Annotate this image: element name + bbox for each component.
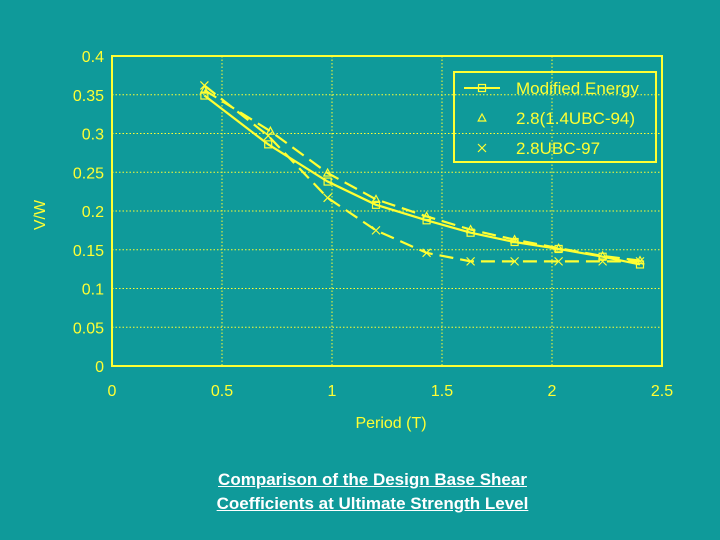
data-point xyxy=(554,244,563,254)
legend: Modified Energy 2.8(1.4UBC-94) 2.8UBC-97 xyxy=(453,71,657,163)
y-tick-label: 0.35 xyxy=(73,88,104,105)
y-tick-label: 0.3 xyxy=(82,127,104,144)
x-tick-label: 2.5 xyxy=(651,383,673,400)
data-point xyxy=(635,256,645,266)
legend-box xyxy=(453,71,657,163)
legend-marker xyxy=(477,112,487,122)
data-point xyxy=(371,194,381,203)
data-point xyxy=(323,193,333,203)
legend-marker xyxy=(477,83,487,93)
data-point xyxy=(598,256,608,266)
x-tick-label: 0.5 xyxy=(211,383,233,400)
data-point xyxy=(371,200,381,209)
y-tick-label: 0.4 xyxy=(82,49,104,66)
legend-item: 2.8(1.4UBC-94) xyxy=(477,109,635,128)
x-tick-label: 0 xyxy=(108,383,117,400)
data-point xyxy=(597,250,608,260)
series-3 xyxy=(199,81,645,266)
data-point xyxy=(323,177,332,186)
y-tick-label: 0.05 xyxy=(73,320,104,337)
x-tick-label: 2 xyxy=(548,383,557,400)
data-point xyxy=(509,234,520,244)
x-axis-label: Period (T) xyxy=(355,415,426,432)
data-point xyxy=(554,256,564,266)
data-point xyxy=(371,225,381,235)
caption-line-1: Comparison of the Design Base Shear xyxy=(218,470,527,489)
y-tick-label: 0.15 xyxy=(73,243,104,260)
data-point xyxy=(199,84,210,94)
data-point xyxy=(466,256,476,266)
legend-item: 2.8UBC-97 xyxy=(477,139,600,158)
series-line xyxy=(203,89,641,262)
legend-label: 2.8UBC-97 xyxy=(516,139,600,158)
y-tick-label: 0.1 xyxy=(82,282,104,299)
data-point xyxy=(322,167,333,177)
data-point xyxy=(465,224,476,234)
data-point xyxy=(510,256,520,266)
y-tick-label: 0.25 xyxy=(73,165,104,182)
data-point xyxy=(200,91,209,100)
legend-marker xyxy=(477,143,487,153)
x-tick-label: 1.5 xyxy=(431,383,453,400)
data-point xyxy=(263,131,273,141)
data-point xyxy=(553,242,564,252)
data-point xyxy=(264,140,273,149)
y-axis-label: V/W xyxy=(32,199,49,230)
data-point xyxy=(422,248,432,258)
y-tick-label: 0 xyxy=(95,359,104,376)
data-point xyxy=(421,211,432,221)
series-line xyxy=(203,94,641,266)
plot-frame xyxy=(111,55,663,367)
line-chart: 0 0.5 1 1.5 2 2.5 0 0.05 0.1 0.15 0.2 0.25 0.3 0.35 0.… xyxy=(32,49,673,432)
series-line xyxy=(203,84,640,263)
legend-label: Modified Energy xyxy=(516,79,639,98)
y-tick-label: 0.2 xyxy=(82,204,104,221)
legend-item: Modified Energy xyxy=(464,79,639,98)
chart-caption: Comparison of the Design Base Shear Coef… xyxy=(0,468,720,516)
data-point xyxy=(199,81,209,90)
x-tick-label: 1 xyxy=(328,383,337,400)
legend-label: 2.8(1.4UBC-94) xyxy=(516,109,635,128)
caption-line-2: Coefficients at Ultimate Strength Level xyxy=(216,494,529,513)
